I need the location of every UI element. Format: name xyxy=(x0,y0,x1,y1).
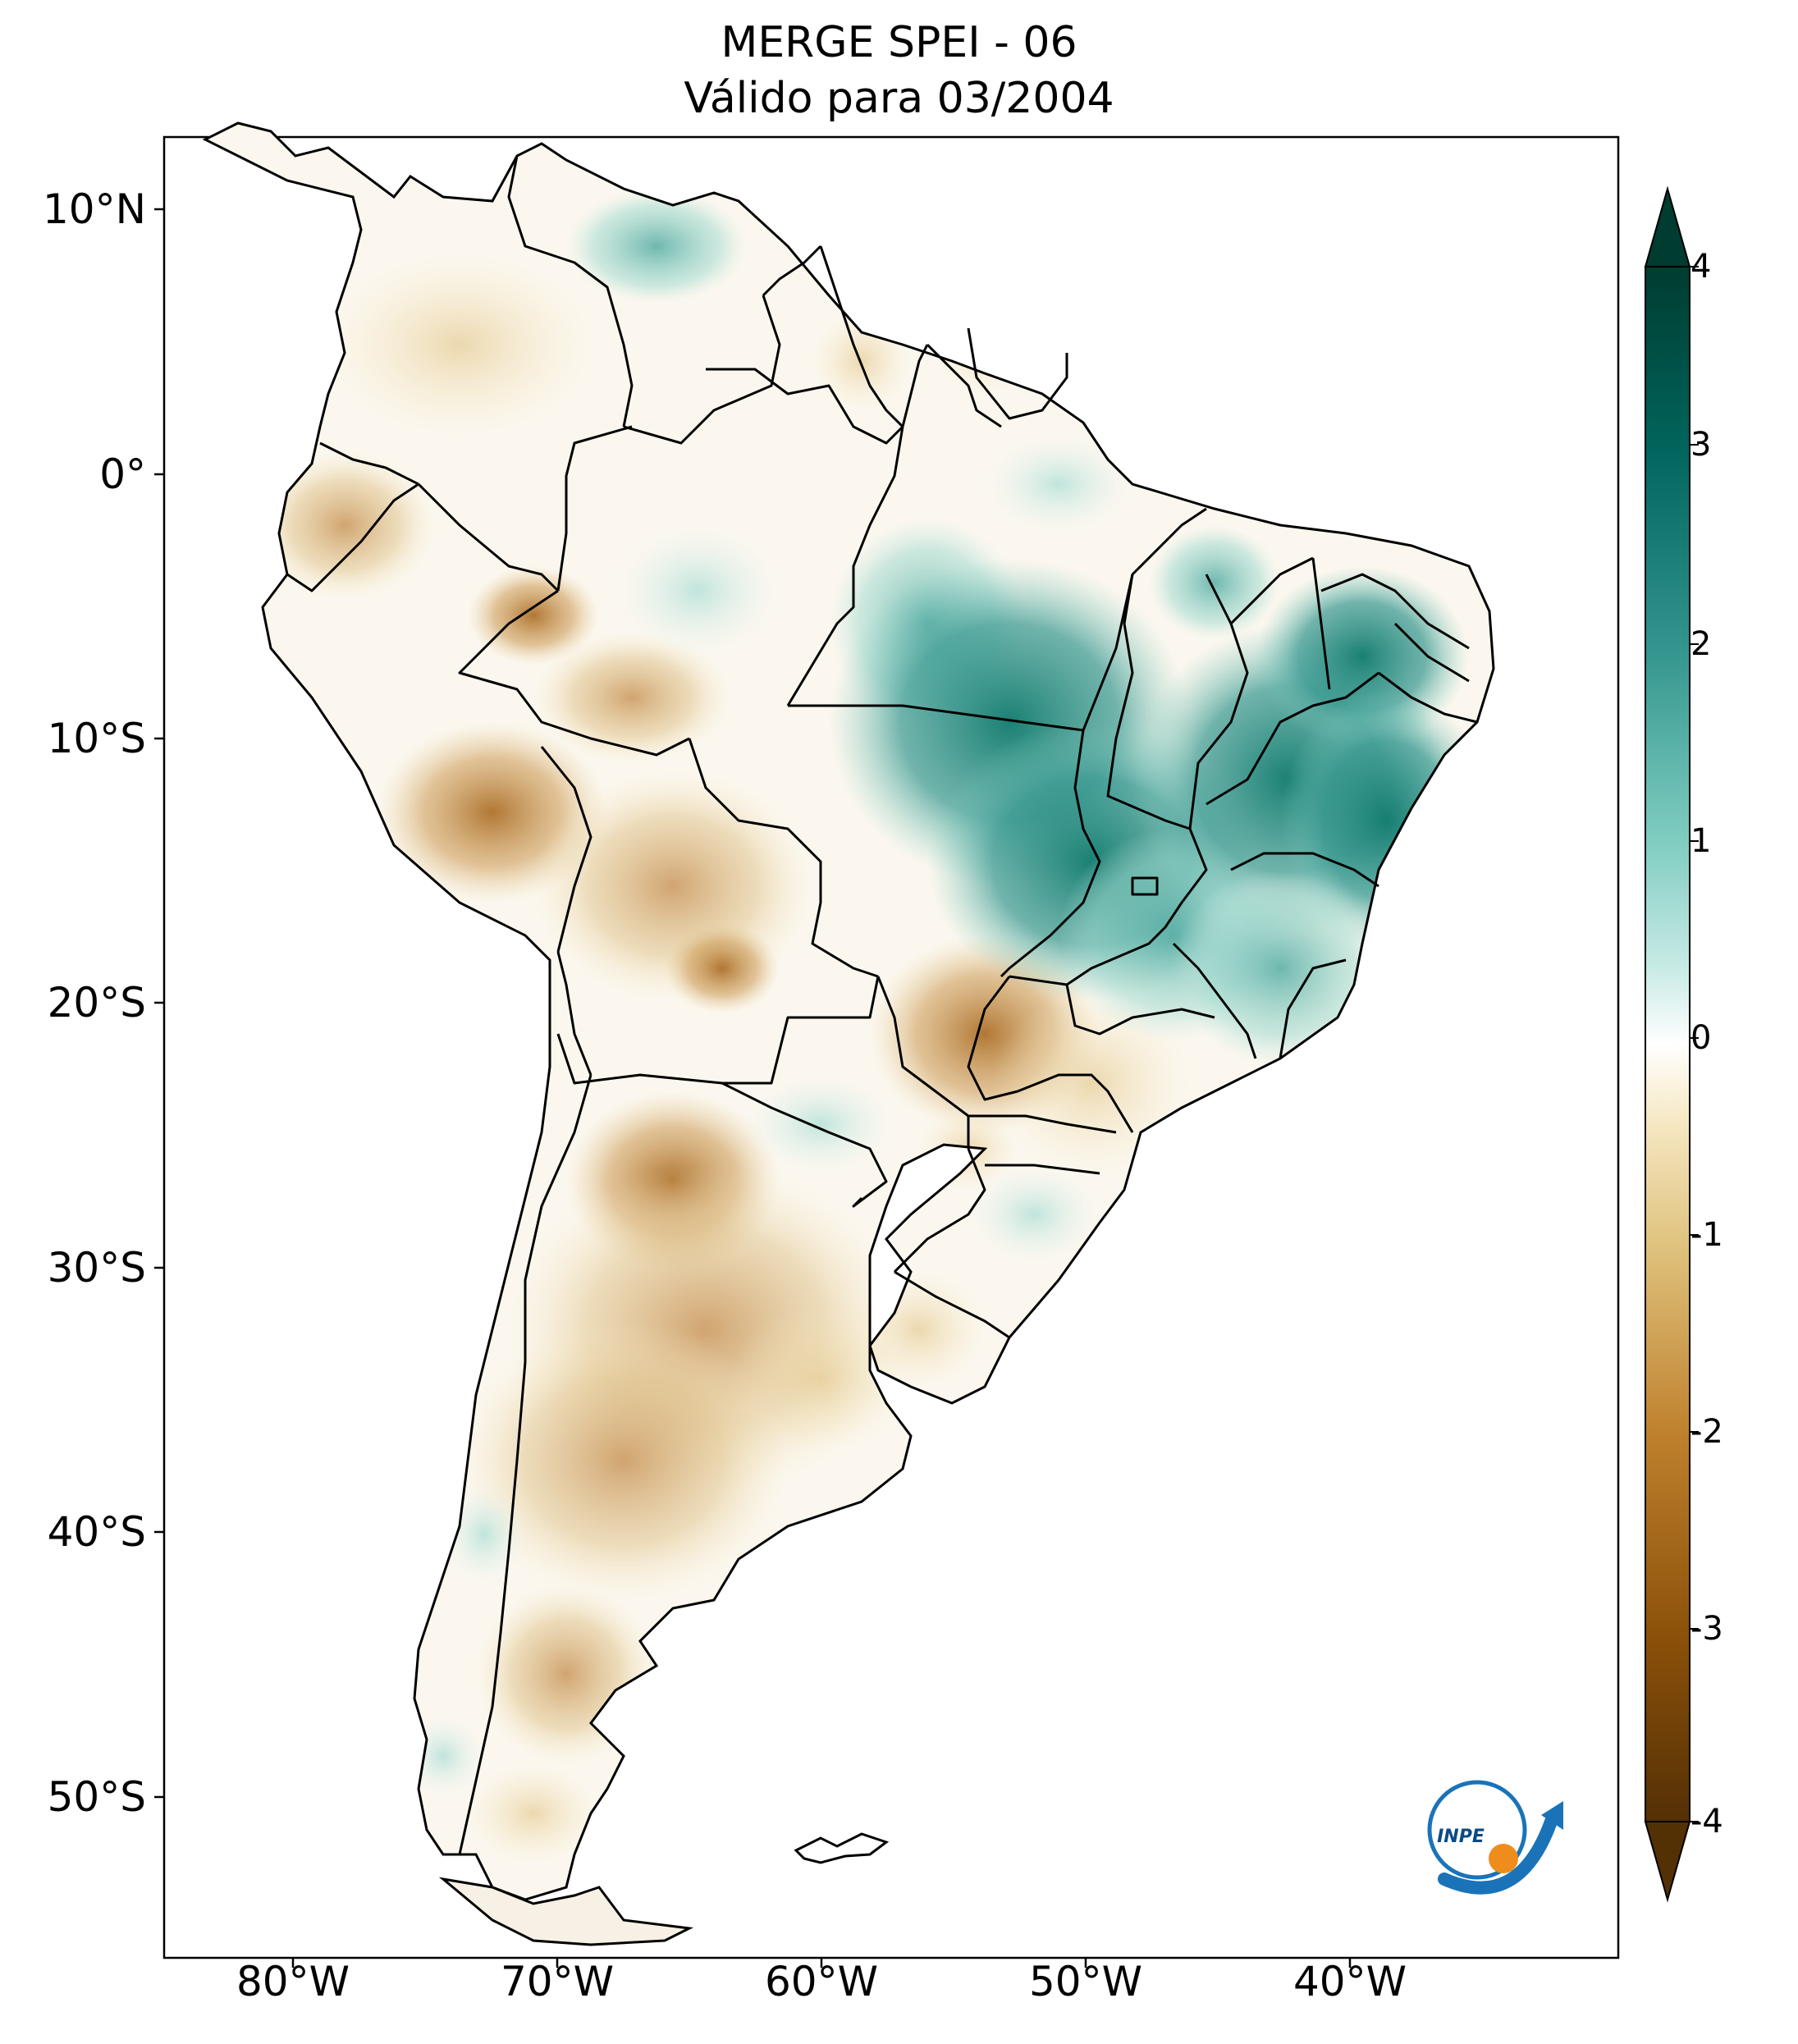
spei-field xyxy=(213,189,1494,1863)
lat-label-10n: 10°N xyxy=(42,185,146,233)
lat-label-20s: 20°S xyxy=(47,979,146,1027)
colorbar-tick-4: 4 xyxy=(1690,248,1712,286)
colorbar-max-extend xyxy=(1644,185,1691,268)
colorbar-tick-minus-4: -4 xyxy=(1690,1803,1723,1841)
falkland-islands xyxy=(794,1832,890,1864)
lon-label-70w: 70°W xyxy=(500,1958,615,2005)
colorbar xyxy=(1644,185,1699,1903)
lat-label-50s: 50°S xyxy=(47,1773,146,1821)
tierra-del-fuego xyxy=(438,1877,694,1946)
colorbar-tick-2: 2 xyxy=(1690,625,1712,663)
lat-label-30s: 30°S xyxy=(47,1244,146,1292)
lon-label-60w: 60°W xyxy=(764,1958,879,2005)
colorbar-tick-minus-3: -3 xyxy=(1690,1610,1723,1648)
axis-ticks xyxy=(154,208,1352,1968)
colorbar-tick-minus-2: -2 xyxy=(1690,1413,1723,1451)
colorbar-tick-1: 1 xyxy=(1690,822,1712,860)
colorbar-gradient xyxy=(1645,266,1690,1822)
lat-label-10s: 10°S xyxy=(47,715,146,762)
colorbar-tick-3: 3 xyxy=(1690,426,1712,464)
coastline xyxy=(202,121,1495,1901)
colorbar-tick-0: 0 xyxy=(1690,1019,1712,1057)
colorbar-min-extend xyxy=(1644,1821,1691,1903)
lon-label-40w: 40°W xyxy=(1292,1958,1407,2005)
title-line-1: MERGE SPEI - 06 xyxy=(721,18,1077,67)
lon-label-80w: 80°W xyxy=(236,1958,350,2005)
lon-label-50w: 50°W xyxy=(1028,1958,1143,2005)
title-line-2: Válido para 03/2004 xyxy=(684,74,1114,123)
lat-label-40s: 40°S xyxy=(47,1508,146,1556)
inpe-logo-text: INPE xyxy=(1437,1827,1485,1847)
lat-label-0: 0° xyxy=(99,450,146,498)
political-borders xyxy=(286,155,1478,1855)
colorbar-tick-minus-1: -1 xyxy=(1690,1216,1723,1254)
inpe-logo: INPE xyxy=(1427,1780,1563,1895)
